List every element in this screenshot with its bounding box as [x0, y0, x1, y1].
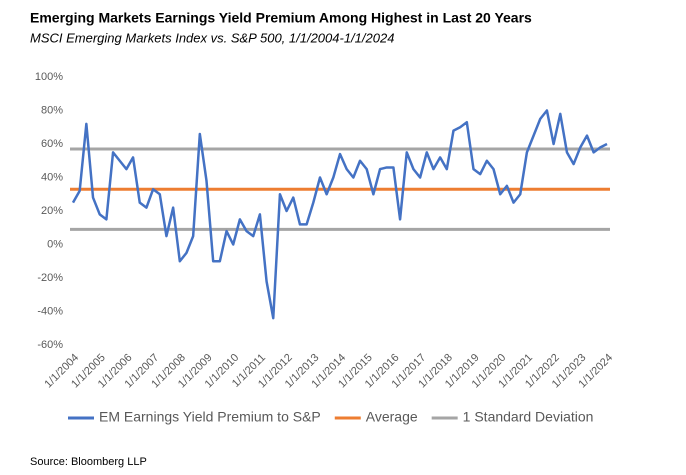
chart-subtitle: MSCI Emerging Markets Index vs. S&P 500,… — [30, 30, 394, 45]
y-tick-label: -60% — [37, 339, 63, 351]
y-tick-label: 80% — [41, 104, 63, 116]
y-tick-label: -40% — [37, 305, 63, 317]
legend-label: EM Earnings Yield Premium to S&P — [99, 409, 321, 425]
legend-label: 1 Standard Deviation — [463, 409, 594, 425]
source: Source: Bloomberg LLP — [30, 456, 147, 468]
chart-title: Emerging Markets Earnings Yield Premium … — [30, 10, 532, 26]
legend-label: Average — [366, 409, 418, 425]
y-tick-label: 0% — [47, 238, 63, 250]
y-tick-label: 40% — [41, 171, 63, 183]
data-line — [71, 109, 608, 320]
y-tick-label: -20% — [37, 272, 63, 284]
y-tick-label: 20% — [41, 205, 63, 217]
y-tick-label: 60% — [41, 138, 63, 150]
y-tick-label: 100% — [35, 71, 63, 83]
